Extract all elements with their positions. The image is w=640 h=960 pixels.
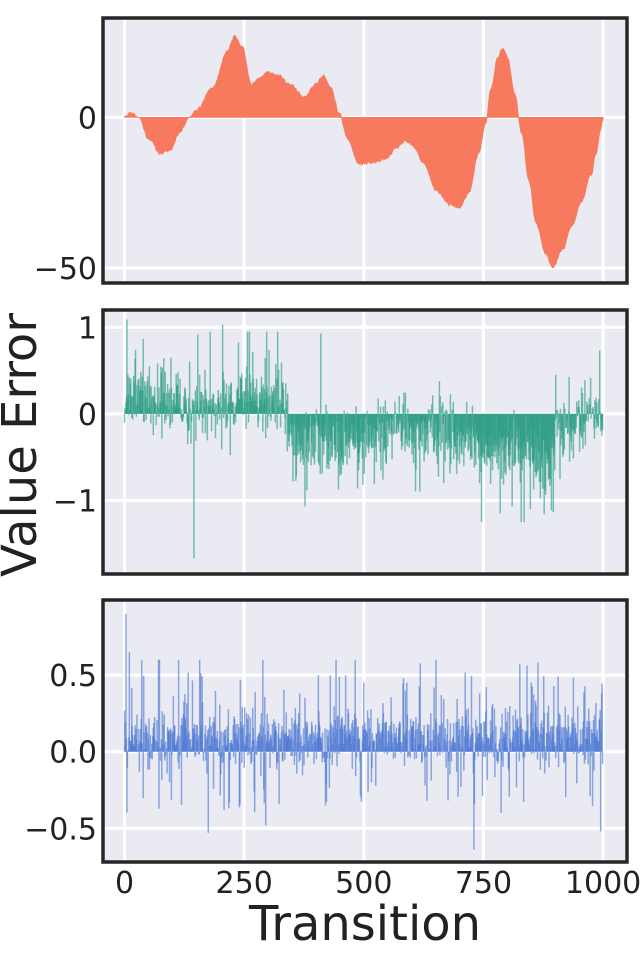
panel-middle: 1 0 −1 xyxy=(53,308,629,576)
panel-top-series xyxy=(124,35,604,269)
panel-top-y-ticks: 0 −50 xyxy=(34,101,97,287)
panel-middle-series xyxy=(123,319,604,559)
y-axis-label: Value Error xyxy=(0,313,48,577)
value-error-area xyxy=(124,35,604,269)
y-tick-label: −1 xyxy=(53,484,97,519)
x-tick-label: 750 xyxy=(455,866,512,901)
panel-bottom-series xyxy=(123,613,604,850)
panel-middle-grid xyxy=(103,310,627,574)
panel-bottom-y-ticks: 0.5 0.0 −0.5 xyxy=(24,659,97,847)
panel-middle-frame xyxy=(101,308,629,576)
y-tick-label: 0 xyxy=(78,398,97,433)
y-tick-label: 0 xyxy=(78,101,97,136)
y-tick-label: −0.5 xyxy=(24,812,97,847)
panel-top: 0 −50 xyxy=(34,16,629,287)
x-axis-label: Transition xyxy=(248,896,481,952)
x-tick-label: 0 xyxy=(115,866,134,901)
y-tick-label: 0.5 xyxy=(49,659,97,694)
panel-middle-y-ticks: 1 0 −1 xyxy=(53,311,97,519)
x-tick-label: 1000 xyxy=(565,866,640,901)
y-tick-label: 0.0 xyxy=(49,736,97,771)
x-tick-label: 250 xyxy=(216,866,273,901)
panel-top-frame xyxy=(101,16,629,285)
x-axis-ticks: 0 250 500 750 1000 xyxy=(115,866,640,901)
x-tick-label: 500 xyxy=(335,866,392,901)
panel-bottom-frame xyxy=(101,598,629,864)
y-tick-label: 1 xyxy=(78,311,97,346)
y-tick-label: −50 xyxy=(34,252,97,287)
panel-bottom: 0.5 0.0 −0.5 xyxy=(24,598,629,864)
